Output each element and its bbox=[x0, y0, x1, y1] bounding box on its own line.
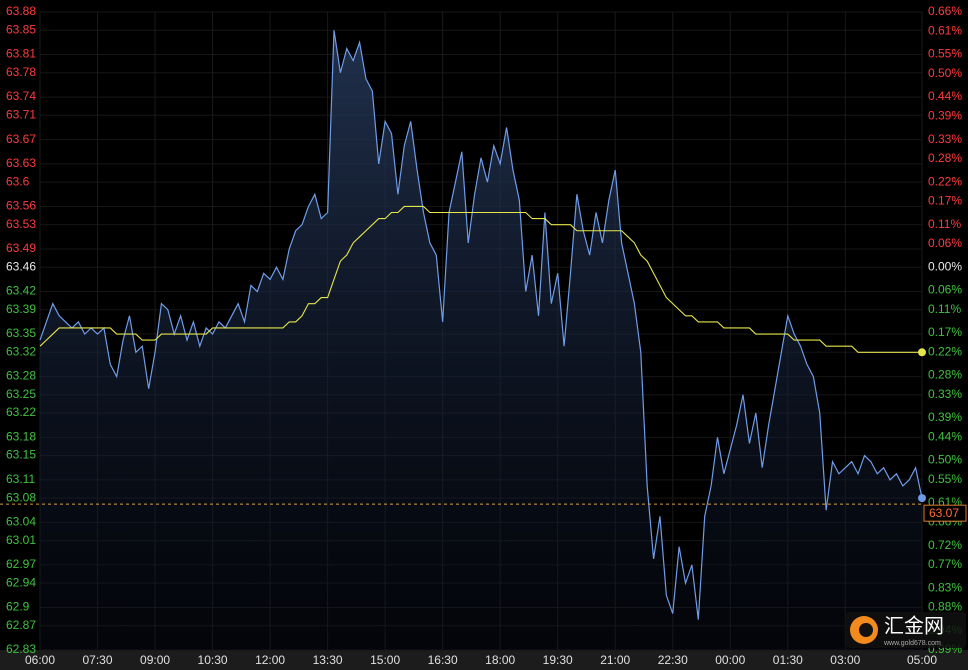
y2-tick-label: 0.28% bbox=[928, 368, 962, 382]
y-tick-label: 63.63 bbox=[6, 156, 36, 170]
y2-tick-label: 0.55% bbox=[928, 47, 962, 61]
y-tick-label: 62.87 bbox=[6, 618, 36, 632]
logo-url: www.gold678.com bbox=[883, 640, 941, 647]
price-area bbox=[40, 30, 922, 651]
y-tick-label: 63.18 bbox=[6, 430, 36, 444]
x-tick-label: 03:00 bbox=[830, 653, 860, 667]
y-tick-label: 63.49 bbox=[6, 241, 36, 255]
average-line bbox=[39, 205, 922, 353]
y-tick-label: 63.32 bbox=[6, 344, 36, 358]
y2-tick-label: 0.28% bbox=[928, 151, 962, 165]
y2-tick-label: 0.50% bbox=[928, 66, 962, 80]
y2-tick-label: 0.00% bbox=[928, 259, 962, 273]
x-tick-label: 21:00 bbox=[600, 653, 630, 667]
end-dot bbox=[918, 494, 926, 503]
y2-tick-label: 0.72% bbox=[928, 538, 962, 552]
y-tick-label: 63.35 bbox=[6, 326, 36, 340]
y2-tick-label: 0.77% bbox=[928, 557, 962, 571]
y-tick-label: 63.6 bbox=[6, 174, 30, 188]
y-tick-label: 63.04 bbox=[6, 515, 36, 529]
x-tick-label: 16:30 bbox=[428, 653, 458, 667]
x-tick-label: 12:00 bbox=[255, 653, 285, 667]
y-tick-label: 63.42 bbox=[6, 284, 36, 298]
y2-tick-label: 0.61% bbox=[928, 24, 962, 38]
x-tick-label: 05:00 bbox=[907, 653, 937, 667]
y-tick-label: 63.81 bbox=[6, 47, 36, 61]
logo-box bbox=[846, 612, 966, 648]
y-tick-label: 63.78 bbox=[6, 65, 36, 79]
y2-tick-label: 0.44% bbox=[928, 89, 962, 103]
y2-tick-label: 0.06% bbox=[928, 236, 962, 250]
y-tick-label: 63.28 bbox=[6, 369, 36, 383]
x-tick-label: 00:00 bbox=[715, 653, 745, 667]
y-tick-label: 63.74 bbox=[6, 89, 36, 103]
current-price-box bbox=[923, 504, 967, 522]
y-tick-label: 63.46 bbox=[6, 259, 36, 273]
y2-tick-label: 0.44% bbox=[928, 430, 962, 444]
y2-tick-label: 0.55% bbox=[928, 472, 962, 486]
end-dot bbox=[918, 348, 926, 357]
y-tick-label: 63.08 bbox=[6, 490, 36, 504]
y2-tick-label: 0.39% bbox=[928, 109, 962, 123]
y2-tick-label: 0.06% bbox=[928, 283, 962, 297]
price-line bbox=[39, 30, 923, 620]
y-tick-label: 62.94 bbox=[6, 575, 36, 589]
logo-icon-hole bbox=[859, 623, 873, 637]
y2-tick-label: 0.66% bbox=[928, 4, 962, 18]
x-tick-label: 10:30 bbox=[198, 653, 228, 667]
logo-name: 汇金网 bbox=[884, 614, 944, 637]
y-tick-label: 62.97 bbox=[6, 557, 36, 571]
x-tick-label: 07:30 bbox=[83, 653, 113, 667]
y2-tick-label: 0.33% bbox=[928, 132, 962, 146]
y-tick-label: 63.67 bbox=[6, 132, 36, 146]
x-tick-label: 13:30 bbox=[313, 653, 343, 667]
y2-tick-label: 0.17% bbox=[928, 194, 962, 208]
y2-tick-label: 0.11% bbox=[928, 217, 961, 231]
x-tick-label: 15:00 bbox=[370, 653, 400, 667]
y-tick-label: 63.56 bbox=[6, 199, 36, 213]
y2-tick-label: 0.50% bbox=[928, 453, 962, 467]
y2-tick-label: 0.33% bbox=[928, 387, 962, 401]
x-tick-label: 18:00 bbox=[485, 653, 515, 667]
y-tick-label: 63.88 bbox=[6, 4, 36, 18]
x-axis-strip bbox=[0, 650, 968, 670]
x-tick-label: 06:00 bbox=[25, 653, 55, 667]
x-tick-label: 19:30 bbox=[543, 653, 573, 667]
y2-tick-label: 0.83% bbox=[928, 580, 962, 594]
x-tick-label: 01:30 bbox=[773, 653, 803, 667]
y2-tick-label: 0.22% bbox=[928, 344, 962, 358]
y2-tick-label: 0.22% bbox=[928, 174, 962, 188]
y-tick-label: 63.22 bbox=[6, 405, 36, 419]
x-tick-label: 09:00 bbox=[140, 653, 170, 667]
y-tick-label: 63.11 bbox=[6, 472, 35, 486]
y-tick-label: 63.71 bbox=[6, 107, 36, 121]
y-tick-label: 63.15 bbox=[6, 448, 36, 462]
y2-tick-label: 0.88% bbox=[928, 600, 962, 614]
y2-tick-label: 0.11% bbox=[928, 302, 961, 316]
y-tick-label: 62.9 bbox=[6, 600, 30, 614]
watermark: 汇金网 www.gold678.com bbox=[846, 612, 966, 648]
y-tick-label: 63.53 bbox=[6, 217, 36, 231]
current-price-label: 63.07 bbox=[929, 506, 959, 520]
y-tick-label: 63.01 bbox=[6, 533, 36, 547]
y2-tick-label: 0.39% bbox=[928, 410, 962, 424]
y-tick-label: 63.85 bbox=[6, 22, 36, 36]
y-tick-label: 62.83 bbox=[6, 642, 36, 656]
y-tick-label: 63.39 bbox=[6, 302, 36, 316]
x-tick-label: 22:30 bbox=[658, 653, 688, 667]
y2-tick-label: 0.17% bbox=[928, 325, 962, 339]
y-tick-label: 63.25 bbox=[6, 387, 36, 401]
